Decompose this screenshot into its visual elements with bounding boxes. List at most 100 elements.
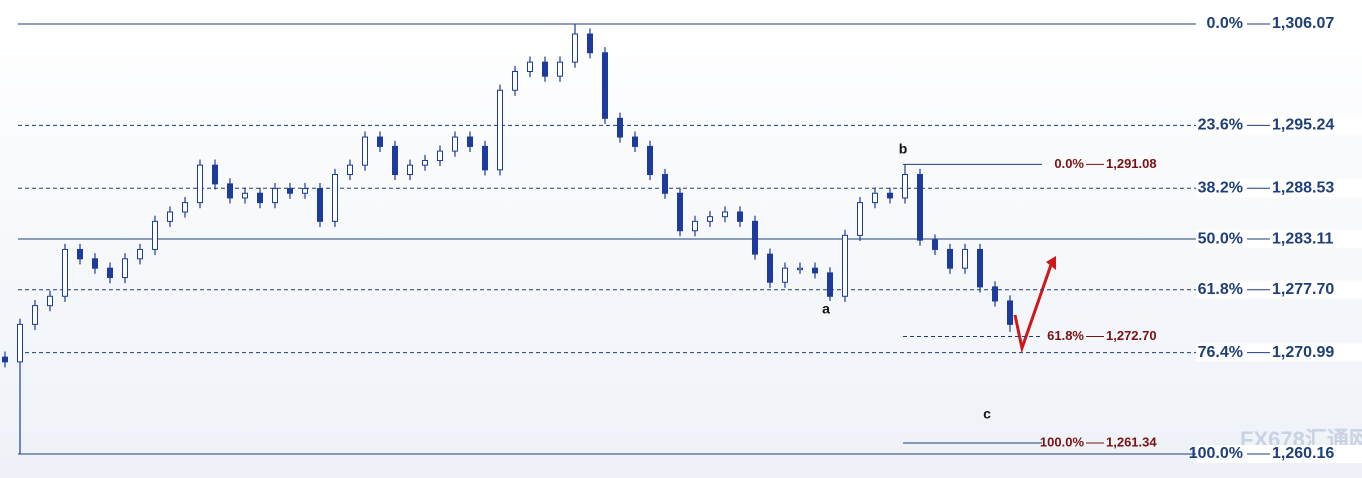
fib-price: 1,270.99 xyxy=(1272,344,1334,361)
candle-body xyxy=(497,89,503,171)
candle-body xyxy=(227,183,233,199)
candle-body xyxy=(827,272,833,297)
candle-body xyxy=(737,211,743,222)
label-bg xyxy=(1196,343,1362,362)
candle-body xyxy=(287,188,293,194)
candle-body xyxy=(962,248,968,269)
candle-body xyxy=(2,356,8,363)
candle-body xyxy=(122,258,128,279)
candle-body xyxy=(1007,300,1013,325)
candle-body xyxy=(677,192,683,232)
candle-body xyxy=(587,33,593,54)
wave-label: a xyxy=(822,301,830,317)
candle-body xyxy=(632,136,638,147)
candle-body xyxy=(17,323,23,363)
candle-body xyxy=(647,145,653,176)
candle-body xyxy=(212,164,218,185)
fib-percent: 100.0% xyxy=(1189,445,1243,462)
fib-percent: 23.6% xyxy=(1198,117,1243,134)
candle-body xyxy=(32,305,38,325)
candle-body xyxy=(662,174,668,194)
fib-price: 1,283.11 xyxy=(1272,230,1334,247)
fib-price: 1,295.24 xyxy=(1272,117,1334,134)
candle-body xyxy=(977,248,983,288)
candle-body xyxy=(767,253,773,283)
candle-body xyxy=(812,267,818,274)
candle-body xyxy=(842,234,848,297)
candle-body xyxy=(182,202,188,213)
label-bg xyxy=(1196,116,1362,135)
candle-body xyxy=(167,211,173,222)
candle-body xyxy=(47,295,53,307)
forecast-arrow xyxy=(1013,261,1054,354)
candle-body xyxy=(902,174,908,199)
candle-body xyxy=(62,248,68,297)
candle-body xyxy=(362,136,368,166)
wave-label: b xyxy=(899,141,908,157)
fib-percent: 76.4% xyxy=(1198,344,1243,361)
candle-body xyxy=(932,239,938,250)
fib-price: 1,288.53 xyxy=(1272,180,1334,197)
candle-body xyxy=(407,164,413,176)
candle-body xyxy=(467,136,473,147)
label-bg xyxy=(1196,15,1362,33)
candle-body xyxy=(692,220,698,232)
candle-body xyxy=(482,145,488,171)
candle-body xyxy=(722,211,728,218)
candle-body xyxy=(887,192,893,199)
label-bg xyxy=(1196,179,1362,198)
candle-body xyxy=(302,188,308,194)
candle-body xyxy=(992,286,998,302)
candle-body xyxy=(422,159,428,166)
fib-percent: 38.2% xyxy=(1198,180,1243,197)
extension-price: 1,261.34 xyxy=(1106,434,1157,449)
candle-body xyxy=(947,248,953,269)
candle-body xyxy=(107,267,113,279)
candle-body xyxy=(707,216,713,222)
fib-percent: 50.0% xyxy=(1198,230,1243,247)
candle-body xyxy=(917,174,923,241)
candle-body xyxy=(782,267,788,283)
candle-body xyxy=(572,33,578,63)
candle-body xyxy=(152,220,158,250)
candle-body xyxy=(617,117,623,138)
candle-body xyxy=(437,150,443,161)
candle-body xyxy=(857,202,863,236)
candle-body xyxy=(392,145,398,176)
label-bg xyxy=(1196,280,1362,299)
candle-body xyxy=(77,248,83,260)
fib-price: 1,260.16 xyxy=(1272,445,1334,462)
candle-body xyxy=(542,61,548,77)
fib-percent: 61.8% xyxy=(1198,281,1243,298)
fib-price: 1,306.07 xyxy=(1272,15,1334,32)
candle-body xyxy=(242,192,248,199)
candle-body xyxy=(452,136,458,152)
fib-price: 1,277.70 xyxy=(1272,281,1334,298)
candle-body xyxy=(347,164,353,176)
extension-percent: 61.8% xyxy=(1047,328,1084,343)
candle-body xyxy=(752,220,758,255)
candle-body xyxy=(377,136,383,147)
candle-body xyxy=(527,61,533,72)
extension-percent: 100.0% xyxy=(1040,434,1085,449)
arrow-head xyxy=(1046,256,1056,270)
candle-body xyxy=(272,188,278,204)
candle-body xyxy=(317,188,323,222)
candle-body xyxy=(92,258,98,269)
label-bg xyxy=(1196,230,1362,249)
candle-body xyxy=(512,70,518,91)
label-bg xyxy=(1196,445,1362,463)
candle-body xyxy=(557,61,563,77)
candle-body xyxy=(257,192,263,204)
candle-body xyxy=(197,164,203,204)
candle-body xyxy=(602,52,608,119)
extension-price: 1,291.08 xyxy=(1106,156,1157,171)
candle-body xyxy=(797,267,803,271)
fib-percent: 0.0% xyxy=(1207,15,1243,32)
candle-body xyxy=(872,192,878,204)
extension-price: 1,272.70 xyxy=(1106,328,1157,343)
candle-body xyxy=(332,174,338,222)
wave-label: c xyxy=(983,406,991,422)
candle-body xyxy=(137,248,143,260)
